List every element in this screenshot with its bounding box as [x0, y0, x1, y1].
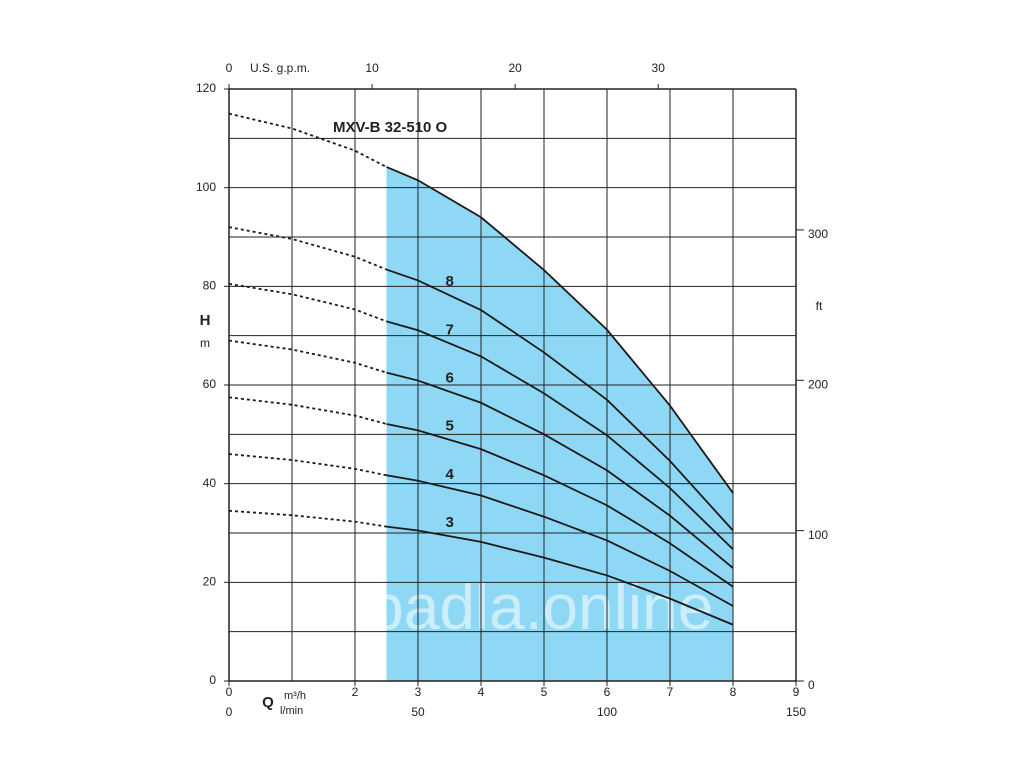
y-unit: m [200, 336, 210, 350]
y-tick-label: 120 [196, 81, 216, 95]
x-tick-label: 2 [352, 685, 359, 699]
curve-dashed [228, 226, 387, 271]
curve-label: 6 [446, 370, 454, 387]
curve-dashed [228, 509, 387, 528]
y-tick-label: 40 [203, 476, 217, 490]
x-label: Q [262, 694, 274, 711]
x-tick-label: 6 [604, 685, 611, 699]
x2-tick-label: 30 [652, 61, 666, 75]
curve-label: 8 [446, 273, 454, 290]
watermark: Čerpadla.online [265, 571, 713, 643]
x2-tick-label: 10 [365, 61, 379, 75]
y-tick-label: 0 [209, 673, 216, 687]
curve [386, 525, 734, 626]
x2-tick-label: 0 [226, 61, 233, 75]
x2-tick-label: 20 [508, 61, 522, 75]
y-tick-label: 100 [196, 180, 216, 194]
curve [386, 423, 734, 588]
x-tick-label: 9 [793, 685, 800, 699]
operating-region [386, 166, 733, 682]
curve [386, 268, 734, 532]
curve [386, 166, 734, 494]
x-tick-label: 7 [667, 685, 674, 699]
x3-tick-label: 50 [411, 705, 425, 719]
curve [386, 474, 734, 607]
x-tick-label: 8 [730, 685, 737, 699]
y2-tick-label: 0 [808, 678, 815, 692]
curve-label: 4 [446, 466, 455, 483]
y2-tick-label: 200 [808, 377, 828, 391]
y2-tick-label: 100 [808, 528, 828, 542]
y-label: H [200, 312, 211, 329]
curve-dashed [228, 339, 387, 374]
y-tick-label: 20 [203, 575, 217, 589]
x3-tick-label: 100 [597, 705, 617, 719]
curve [386, 371, 734, 569]
x-tick-label: 5 [541, 685, 548, 699]
curve-dashed [228, 112, 387, 168]
chart-title: MXV-B 32-510 O [333, 119, 448, 136]
y2-unit: ft [816, 299, 823, 313]
x3-tick-label: 0 [226, 705, 233, 719]
curve [386, 320, 734, 550]
x-tick-label: 3 [415, 685, 422, 699]
curve-label: 5 [446, 418, 454, 435]
x-tick-label: 0 [226, 685, 233, 699]
y-tick-label: 80 [203, 279, 217, 293]
y2-tick-label: 300 [808, 227, 828, 241]
curve-label: 3 [446, 514, 454, 531]
x-tick-label: 4 [478, 685, 485, 699]
curve-dashed [228, 282, 387, 323]
x3-tick-label: 150 [786, 705, 806, 719]
x-unit: m³/h [284, 690, 306, 702]
curve-dashed [228, 453, 387, 477]
curve-label: 7 [446, 321, 454, 338]
y-tick-label: 60 [203, 377, 217, 391]
x2-label: U.S. g.p.m. [250, 61, 310, 75]
x3-unit: l/min [280, 705, 303, 717]
curve-dashed [228, 396, 387, 425]
